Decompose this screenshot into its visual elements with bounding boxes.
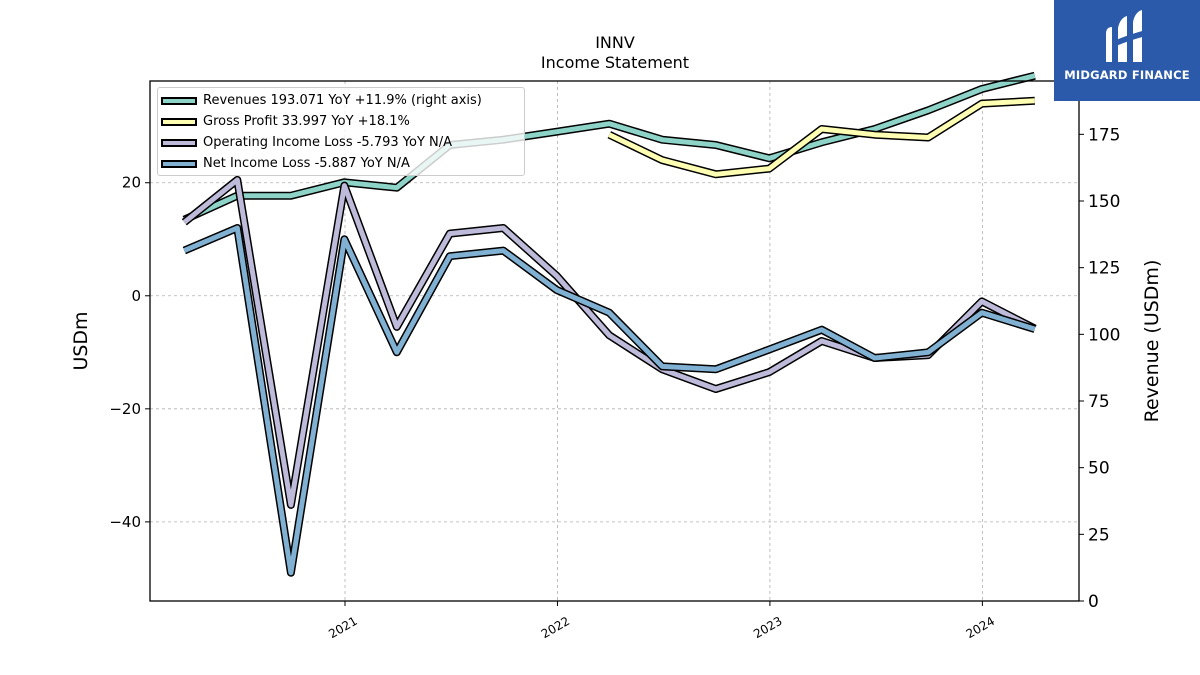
y-tick-label-left: 0 (131, 287, 141, 305)
series-lines (181, 71, 1037, 577)
y-tick-label-right: 125 (1088, 259, 1120, 279)
plot-frame (149, 80, 1080, 602)
y-axis-right-label: Revenue (USDm) (1141, 260, 1163, 423)
y-tick-label-right: 150 (1088, 192, 1120, 212)
y-tick-label-right: 175 (1088, 125, 1120, 145)
legend-label-revenues: Revenues 193.071 YoY +11.9% (right axis) (203, 93, 482, 108)
y-tick-label-right: 25 (1088, 525, 1110, 545)
series-line-revenues (183, 73, 1036, 222)
y-tick-label-left: −20 (109, 400, 141, 418)
y-tick-label-right: 50 (1088, 459, 1110, 479)
x-axis: 2021 2022 2023 2024 (326, 601, 997, 641)
legend-item-gross-profit: Gross Profit 33.997 YoY +18.1% (158, 112, 524, 132)
chart-title: INNV (595, 33, 635, 52)
y-tick-label-right: 0 (1088, 592, 1099, 612)
midgard-logo-icon (1106, 10, 1146, 62)
legend-item-operating-income: Operating Income Loss -5.793 YoY N/A (158, 133, 524, 153)
x-tick-label: 2023 (751, 614, 784, 641)
y-tick-label-left: 20 (122, 174, 141, 192)
x-tick-label: 2022 (539, 614, 572, 641)
y-tick-label-left: −40 (109, 513, 141, 531)
y-axis-left-label: USDm (70, 311, 92, 370)
chart-legend: Revenues 193.071 YoY +11.9% (right axis)… (157, 87, 525, 176)
legend-label-operating-income: Operating Income Loss -5.793 YoY N/A (203, 135, 453, 150)
chart-subtitle: Income Statement (541, 53, 689, 72)
y-axis-right: 0 25 50 75 100 125 150 175 (1079, 125, 1120, 612)
y-axis-left: 20 0 −20 −40 (109, 174, 150, 531)
legend-label-gross-profit: Gross Profit 33.997 YoY +18.1% (203, 114, 410, 129)
legend-swatch-revenues (161, 97, 197, 105)
legend-item-net-income: Net Income Loss -5.887 YoY N/A (158, 154, 524, 174)
legend-swatch-net-income (161, 160, 197, 168)
legend-swatch-gross-profit (161, 118, 197, 126)
brand-name: MIDGARD FINANCE (1064, 68, 1190, 82)
x-tick-label: 2024 (964, 614, 997, 641)
y-tick-label-right: 75 (1088, 392, 1110, 412)
legend-swatch-operating-income (161, 139, 197, 147)
brand-logo: MIDGARD FINANCE (1054, 0, 1200, 101)
legend-label-net-income: Net Income Loss -5.887 YoY N/A (203, 156, 410, 171)
series-line-gross-profit (608, 98, 1035, 177)
y-tick-label-right: 100 (1088, 325, 1120, 345)
x-tick-label: 2021 (326, 614, 359, 641)
legend-item-revenues: Revenues 193.071 YoY +11.9% (right axis) (158, 91, 524, 111)
series-line-net-income-loss (183, 225, 1036, 576)
